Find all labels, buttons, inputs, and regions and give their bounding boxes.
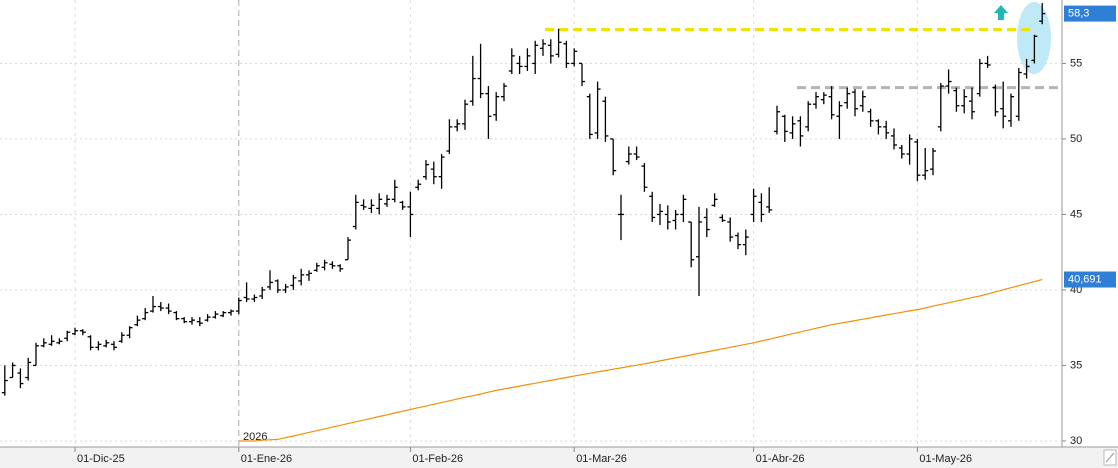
x-tick-label: 01-Dic-25 [77, 453, 125, 465]
y-tick-label: 55 [1070, 57, 1082, 69]
x-tick-label: 01-Feb-26 [412, 453, 463, 465]
up-arrow [994, 5, 1008, 20]
y-tick-label: 45 [1070, 208, 1082, 220]
moving-average [238, 278, 1043, 442]
last-price-label-box [1064, 5, 1116, 22]
x-tick-label: 01-Mar-26 [576, 453, 627, 465]
y-tick-label: 50 [1070, 133, 1082, 145]
ma-label: 40,691 [1068, 273, 1102, 285]
x-axis-band [0, 447, 1118, 468]
last-price-label: 58,3 [1068, 7, 1089, 19]
y-tick-label: 30 [1070, 435, 1082, 447]
x-tick-label: 01-May-26 [919, 453, 972, 465]
grid-layer [0, 0, 1062, 447]
x-tick-label: 01-Abr-26 [756, 453, 805, 465]
ma-label-box [1064, 271, 1116, 288]
corner-icon [1105, 452, 1115, 463]
x-tick-label: 01-Ene-26 [241, 453, 292, 465]
y-tick-label: 35 [1070, 359, 1082, 371]
